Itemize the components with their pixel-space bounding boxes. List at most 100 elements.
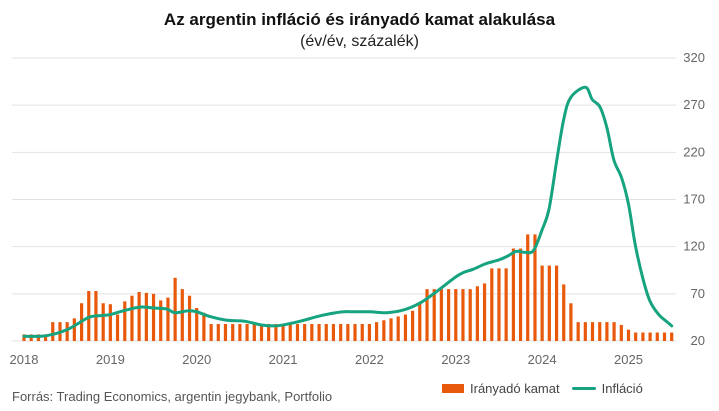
bar [360, 324, 364, 341]
bar [43, 334, 48, 341]
y-tick-label: 320 [683, 50, 705, 65]
bar [72, 318, 76, 341]
legend-item-kamat: Irányadó kamat [442, 381, 560, 396]
bar [655, 332, 659, 341]
chart-subtitle: (év/év, százalék) [300, 33, 419, 50]
y-tick-label: 70 [691, 286, 705, 301]
grid-lines [12, 57, 676, 342]
bar [533, 234, 537, 341]
bar [130, 295, 134, 341]
bar [490, 268, 494, 341]
y-tick-label: 170 [683, 192, 705, 207]
bar [166, 297, 170, 341]
bar [209, 324, 213, 341]
y-tick-label: 120 [683, 239, 705, 254]
bar [432, 289, 436, 341]
bar [51, 322, 55, 341]
bar [662, 332, 667, 341]
legend-label-inflacio: Infláció [601, 381, 643, 396]
bar [482, 283, 487, 341]
bar [418, 303, 422, 341]
bar [598, 322, 602, 341]
bar [331, 324, 336, 341]
bar [65, 322, 69, 341]
bar [367, 324, 372, 341]
bar [562, 284, 566, 341]
bar [267, 324, 271, 341]
bar-series-iranyado-kamat [22, 234, 674, 341]
bar [626, 329, 631, 341]
bar [605, 322, 609, 341]
bar [411, 310, 415, 341]
bar [180, 289, 184, 341]
bar [583, 322, 587, 341]
bar [439, 289, 443, 341]
bar [670, 332, 674, 341]
legend-line-swatch [571, 387, 596, 390]
bar [612, 322, 616, 341]
chart-title: Az argentin infláció és irányadó kamat a… [163, 10, 556, 29]
bar [274, 324, 278, 341]
bar [497, 268, 501, 341]
x-tick-label: 2021 [269, 352, 298, 367]
y-tick-label: 270 [683, 97, 705, 112]
bar [619, 324, 623, 341]
bar [554, 265, 559, 341]
bar [238, 324, 242, 341]
bar [101, 303, 105, 341]
bar [231, 324, 235, 341]
bar [382, 320, 386, 341]
bar [187, 295, 192, 341]
x-tick-label: 2025 [614, 352, 643, 367]
bar [216, 324, 220, 341]
bar [511, 248, 515, 341]
bar [195, 307, 199, 341]
bar [324, 324, 328, 341]
axis-labels: 20 70 120 170 220 270 320 2018 2019 2020 2021 2022 2… [10, 50, 705, 367]
bar [115, 314, 120, 341]
x-tick-label: 2020 [182, 352, 211, 367]
legend-item-inflacio: Infláció [571, 381, 643, 396]
bar [374, 322, 379, 341]
bar [547, 265, 551, 341]
bar [590, 322, 595, 341]
legend-bar-swatch [442, 384, 464, 393]
bar [504, 268, 508, 341]
line-series-inflacio [22, 85, 674, 338]
x-tick-label: 2023 [441, 352, 470, 367]
bar [137, 291, 141, 341]
bar [540, 265, 544, 341]
bar [447, 289, 451, 341]
bar [403, 314, 408, 341]
x-tick-label: 2022 [355, 352, 384, 367]
bar [346, 324, 350, 341]
bar [259, 324, 264, 341]
bar [389, 318, 393, 341]
bar [468, 289, 472, 341]
y-tick-label: 220 [683, 144, 705, 159]
x-tick-label: 2018 [10, 352, 39, 367]
bar [173, 277, 177, 341]
bar [526, 234, 530, 341]
x-tick-label: 2024 [528, 352, 557, 367]
bar [252, 324, 256, 341]
y-tick-label: 20 [691, 333, 705, 348]
bar [288, 324, 292, 341]
legend: Irányadó kamat Infláció [442, 381, 655, 396]
bar [339, 324, 343, 341]
bar [634, 332, 638, 341]
bar [641, 332, 645, 341]
bar [569, 303, 573, 341]
bar [461, 289, 465, 341]
bar [281, 324, 285, 341]
bar [245, 324, 249, 341]
bar [518, 248, 523, 341]
bar [144, 292, 148, 341]
bar [317, 324, 321, 341]
x-tick-label: 2019 [96, 352, 125, 367]
bar [648, 332, 652, 341]
bar [454, 289, 458, 341]
legend-label-kamat: Irányadó kamat [470, 381, 560, 396]
bar [151, 293, 156, 341]
